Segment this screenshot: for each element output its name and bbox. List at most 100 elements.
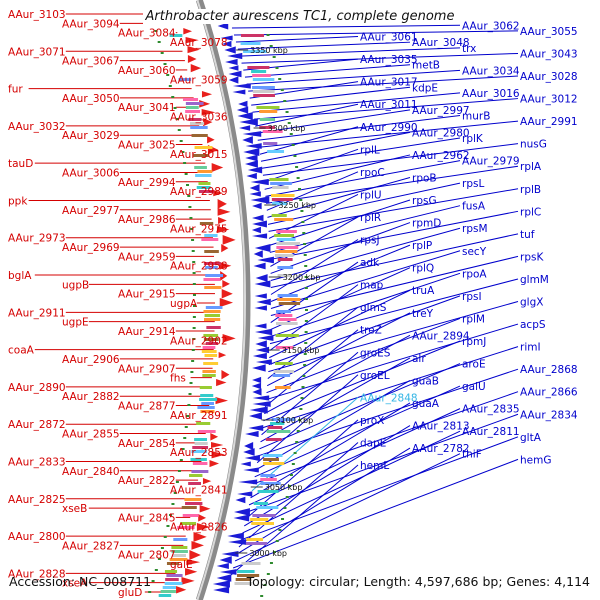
cog-feature-bar <box>203 278 221 281</box>
ring-dot <box>187 404 191 406</box>
gene-label: aroE <box>462 359 486 371</box>
gene-label: glmM <box>520 274 549 286</box>
gene-label: proX <box>360 415 384 427</box>
cog-feature-bar <box>177 526 195 529</box>
gene-label: AAur_2825 <box>8 494 66 506</box>
cog-feature-bar <box>275 334 299 337</box>
ring-dot <box>283 507 287 509</box>
cog-feature-bar <box>201 350 217 353</box>
gene-label: AAur_2990 <box>360 122 418 134</box>
cog-feature-bar <box>236 574 260 577</box>
gene-label: bglA <box>8 270 32 282</box>
reverse-gene-arrow <box>232 89 246 95</box>
leader-line <box>270 244 411 302</box>
reverse-gene-arrow <box>217 22 229 30</box>
leader-line <box>266 312 411 387</box>
reverse-gene-arrow <box>255 346 270 354</box>
ring-dot <box>177 129 181 131</box>
reverse-gene-arrow <box>250 196 270 204</box>
gene-label: rplR <box>360 212 381 224</box>
gene-label: AAur_3011 <box>360 99 418 111</box>
leader-line <box>270 239 359 295</box>
ring-dot <box>163 536 167 538</box>
ring-dot <box>304 287 308 289</box>
gene-label: rpsL <box>462 178 484 190</box>
gene-label: AAur_2868 <box>520 364 578 376</box>
cog-feature-bar <box>194 438 207 441</box>
cog-feature-bar <box>203 310 221 313</box>
reverse-gene-arrow <box>254 244 271 252</box>
ring-dot <box>298 188 302 190</box>
cog-feature-bar <box>204 286 222 289</box>
leader-line <box>231 24 461 29</box>
gene-label: rplK <box>462 133 484 145</box>
reverse-gene-arrow <box>239 118 258 126</box>
leader-line <box>253 391 519 485</box>
ring-dot <box>177 470 181 472</box>
forward-gene-arrow <box>181 577 195 585</box>
ring-dot <box>160 52 164 54</box>
cog-feature-bar <box>188 482 201 485</box>
cog-feature-bar <box>256 106 280 109</box>
gene-label: adk <box>360 257 380 269</box>
cog-feature-bar <box>189 122 205 125</box>
reverse-gene-arrow <box>245 430 259 438</box>
cog-feature-bar <box>201 402 214 405</box>
leader-line <box>270 227 461 281</box>
gene-label: AAur_2994 <box>118 177 176 189</box>
cog-feature-bar <box>267 426 283 429</box>
cog-feature-bar <box>205 274 224 277</box>
reverse-gene-arrow <box>251 226 261 234</box>
cog-feature-bar <box>185 110 201 113</box>
cog-feature-bar <box>263 458 279 461</box>
reverse-gene-arrow <box>252 220 267 228</box>
forward-gene-arrow <box>193 532 207 542</box>
gene-label: AAur_3078 <box>170 37 228 49</box>
reverse-gene-arrow <box>252 202 262 210</box>
reverse-gene-arrow <box>254 280 271 288</box>
gene-label: AAur_2962 <box>412 150 470 162</box>
reverse-gene-arrow <box>244 454 260 462</box>
ring-dot <box>173 107 177 109</box>
cog-feature-bar <box>197 170 213 173</box>
reverse-gene-arrow <box>212 580 230 588</box>
gene-label: murB <box>462 110 490 122</box>
forward-gene-arrow <box>218 217 227 225</box>
cog-feature-bar <box>205 342 219 345</box>
gene-label: gltA <box>520 432 542 444</box>
cog-feature-bar <box>276 246 299 249</box>
gene-label: fusA <box>462 201 486 213</box>
reverse-gene-arrow <box>228 539 247 545</box>
ring-dot <box>304 331 308 333</box>
gene-label: adhA <box>412 15 440 27</box>
cog-feature-bar <box>204 314 220 317</box>
cog-feature-bar <box>259 110 278 113</box>
ring-dot <box>183 437 187 439</box>
reverse-gene-arrow <box>243 467 259 473</box>
reverse-gene-arrow <box>220 35 233 41</box>
cog-feature-bar <box>257 490 279 493</box>
reverse-gene-arrow <box>246 172 257 180</box>
leader-line <box>263 340 461 422</box>
ring-dot <box>281 518 285 520</box>
reverse-gene-arrow <box>252 388 262 396</box>
reverse-gene-arrow <box>252 352 267 360</box>
cog-feature-bar <box>181 506 197 509</box>
cog-feature-bar <box>263 462 285 465</box>
gene-label: AAur_2991 <box>520 116 578 128</box>
cog-feature-bar <box>158 594 172 597</box>
ring-dot <box>272 56 276 58</box>
forward-gene-arrow <box>221 244 229 253</box>
gene-label: AAur_2826 <box>170 522 228 534</box>
ring-dot <box>289 133 293 135</box>
reverse-gene-arrow <box>255 340 267 348</box>
ring-dot <box>275 67 279 69</box>
cog-feature-bar <box>251 70 267 73</box>
leader-line <box>261 137 461 169</box>
gene-label: rplB <box>520 184 541 196</box>
cog-feature-bar <box>182 98 199 101</box>
scale-ticks: 3350 kbp 3300 kbp 3250 kbp 3200 kbp 3150 kbp… <box>235 46 320 558</box>
ring-dot <box>148 591 152 593</box>
leader-line <box>241 52 519 64</box>
gene-label: hemG <box>520 454 551 466</box>
